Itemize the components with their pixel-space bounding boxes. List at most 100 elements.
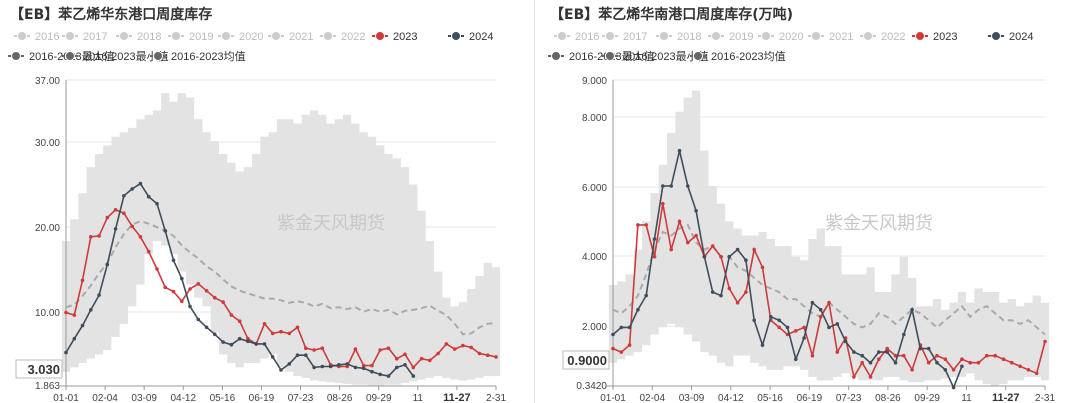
point-2023: [810, 353, 815, 358]
point-2023: [719, 254, 723, 259]
legend-label-2022: 2022: [341, 31, 365, 43]
point-2023: [469, 345, 474, 350]
legend-marker-2017: [65, 31, 75, 41]
point-2024: [843, 339, 848, 344]
point-2024: [320, 364, 325, 369]
legend-marker-2020: [761, 31, 771, 41]
point-2023: [80, 278, 85, 283]
point-2023: [619, 350, 624, 354]
point-2024: [926, 346, 931, 351]
point-2024: [270, 355, 275, 359]
x-tick-label: 08-26: [327, 393, 353, 403]
point-2024: [204, 325, 209, 330]
point-2023: [295, 325, 300, 330]
point-2023: [910, 368, 914, 372]
y-tick-label: 30.00: [35, 138, 60, 149]
x-tick-label: 11: [413, 393, 424, 403]
point-2023: [345, 364, 350, 369]
point-2024: [627, 325, 632, 330]
legend-marker-2016-2023均值: [153, 51, 163, 61]
x-tick-label: 11-27: [443, 392, 471, 403]
legend-marker-2019: [711, 31, 721, 41]
point-2023: [428, 358, 432, 363]
x-tick-label: 08-26: [875, 393, 901, 403]
point-2023: [262, 322, 267, 326]
x-tick-label: 02-04: [92, 393, 118, 403]
point-2023: [1018, 364, 1022, 369]
point-2023: [64, 310, 68, 315]
point-2024: [852, 350, 856, 354]
legend-marker-2016: [17, 31, 27, 41]
point-2023: [163, 285, 167, 290]
x-tick-label: 05-16: [757, 393, 783, 403]
point-2024: [146, 194, 151, 199]
point-2024: [744, 258, 748, 263]
point-2024: [694, 209, 698, 213]
point-2023: [611, 346, 615, 351]
point-2023: [320, 346, 325, 351]
point-2023: [935, 353, 939, 358]
point-2024: [661, 184, 665, 188]
current-value-label: 0.9000: [567, 353, 607, 368]
point-2024: [935, 360, 939, 365]
point-2023: [926, 360, 931, 365]
point-2024: [345, 362, 350, 366]
chart-title: 【EB】苯乙烯华东港口周度库存: [10, 7, 213, 23]
y-tick-label: 6.000: [582, 183, 607, 194]
point-2023: [1034, 371, 1039, 376]
point-2023: [993, 353, 997, 358]
point-2023: [760, 265, 765, 270]
point-2024: [105, 262, 110, 267]
point-2024: [213, 332, 217, 337]
x-tick-label: 03-09: [679, 393, 705, 403]
legend-marker-2016-2023最小值: [65, 51, 75, 61]
point-2024: [196, 317, 201, 322]
point-2023: [860, 360, 864, 365]
point-2023: [735, 300, 740, 305]
point-2024: [353, 365, 358, 370]
point-2024: [254, 342, 258, 346]
point-2023: [105, 215, 110, 220]
point-2023: [246, 336, 250, 341]
point-2023: [452, 347, 457, 351]
point-2023: [893, 353, 898, 358]
legend-marker-2024: [451, 31, 461, 41]
point-2023: [213, 295, 217, 300]
point-2023: [155, 267, 159, 271]
legend-label-2024: 2024: [469, 31, 493, 43]
point-2024: [113, 227, 118, 231]
point-2023: [146, 249, 151, 254]
point-2024: [702, 254, 707, 259]
point-2023: [270, 331, 275, 336]
point-2023: [237, 319, 242, 324]
point-2024: [395, 365, 399, 370]
point-2023: [885, 346, 889, 351]
current-value-box: [562, 350, 610, 370]
point-2023: [627, 343, 632, 347]
point-2023: [312, 348, 316, 352]
point-2023: [744, 290, 748, 294]
point-2024: [960, 364, 964, 369]
chart-canvas-south: 2016 2017 2018 2019 2020 2021 2022 2023 2024 2016…: [548, 31, 1055, 403]
point-2023: [436, 351, 440, 356]
y-min-label: 1.863: [35, 381, 60, 392]
legend-marker-2023: [375, 31, 385, 41]
point-2024: [818, 307, 823, 312]
point-2024: [304, 353, 308, 358]
point-2023: [794, 329, 798, 333]
point-2024: [677, 148, 682, 153]
point-2023: [727, 286, 732, 291]
chart-canvas-east: 2016 2017 2018 2019 2020 2021 2022 2023 2024 2016…: [8, 31, 506, 403]
point-2024: [279, 368, 283, 372]
point-2023: [196, 282, 201, 286]
x-tick-label: 09-29: [914, 393, 940, 403]
x-tick-label: 01-01: [600, 393, 626, 403]
legend-marker-2022: [323, 31, 333, 41]
point-2023: [180, 299, 184, 304]
point-2024: [130, 187, 134, 191]
point-2024: [97, 293, 101, 297]
point-2023: [411, 365, 416, 370]
point-2023: [72, 313, 77, 317]
legend-marker-2017: [605, 31, 615, 41]
y-tick-label: 4.000: [582, 252, 607, 263]
